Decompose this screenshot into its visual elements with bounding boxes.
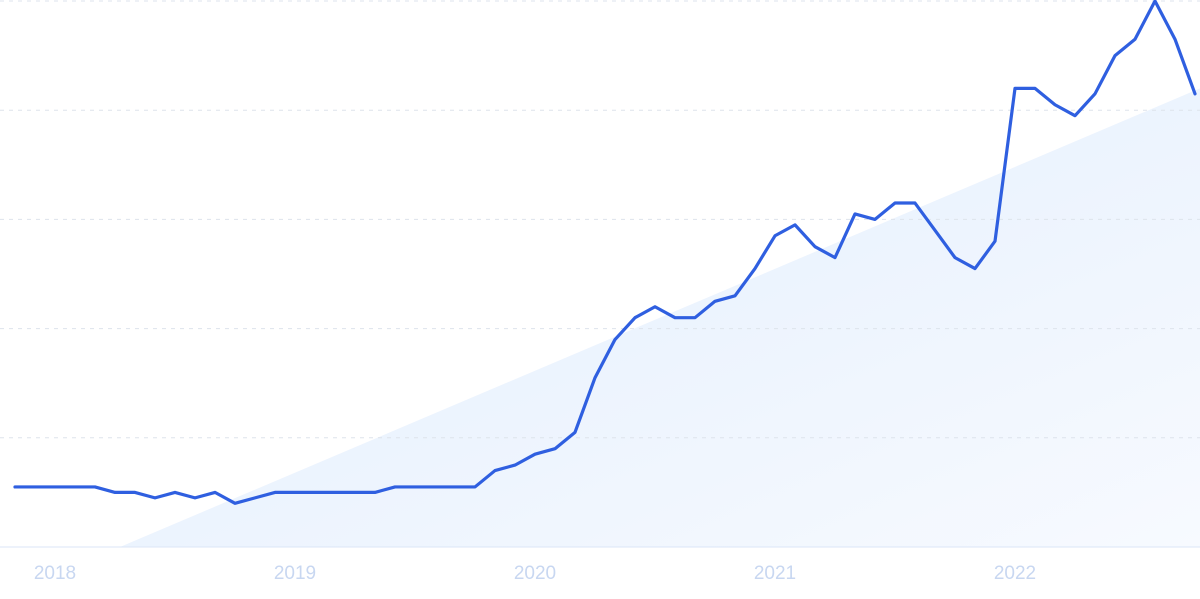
x-tick-label: 2020: [514, 563, 556, 584]
x-tick-label: 2019: [274, 563, 316, 584]
x-tick-label: 2022: [994, 563, 1036, 584]
x-tick-label: 2018: [34, 563, 76, 584]
x-tick-label: 2021: [754, 563, 796, 584]
trend-area: [120, 88, 1200, 548]
trend-line: [13, 0, 1197, 505]
